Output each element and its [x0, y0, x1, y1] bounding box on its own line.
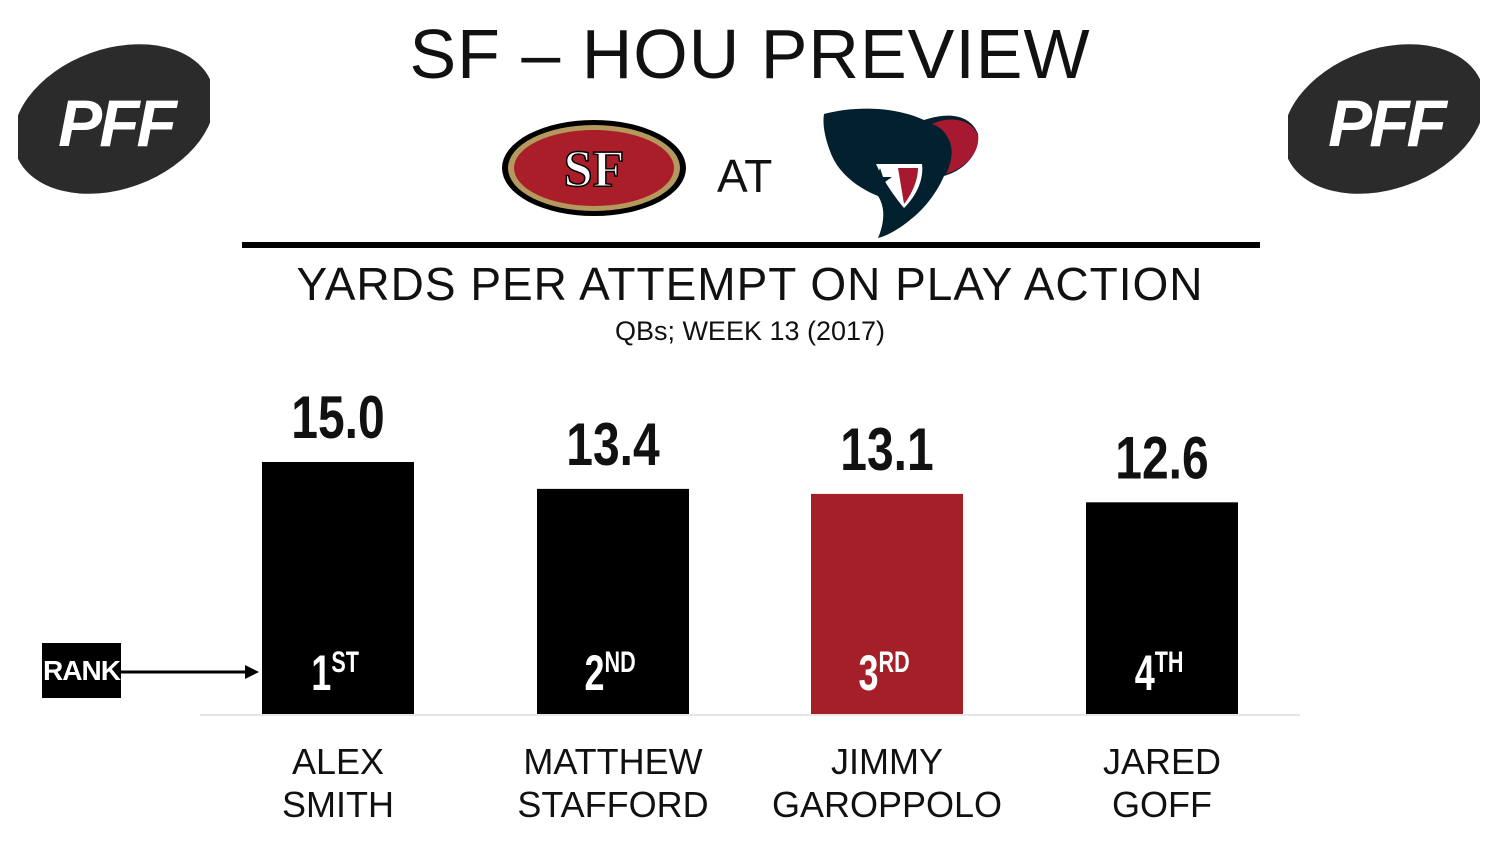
arrow-right-icon	[245, 665, 259, 679]
pff-logo-text: PFF	[1328, 86, 1448, 160]
data-label: 13.4	[566, 411, 659, 478]
page-title: SF – HOU PREVIEW	[409, 15, 1091, 93]
niners-logo-oval	[514, 130, 674, 206]
football-shape	[1288, 44, 1480, 194]
pff-logo-text: PFF	[58, 86, 178, 160]
data-label: 15.0	[291, 384, 384, 451]
x-tick-label: GOFF	[1112, 784, 1212, 825]
rank-suffix: TH	[1155, 644, 1184, 678]
bar	[537, 488, 689, 714]
x-tick-label: SMITH	[282, 784, 394, 825]
bar	[1086, 502, 1238, 714]
x-tick-label: JARED	[1103, 741, 1221, 782]
star-icon	[868, 168, 892, 191]
rank-suffix: ST	[331, 644, 359, 678]
pff-logo-left: PFF	[18, 44, 210, 194]
chart-title: YARDS PER ATTEMPT ON PLAY ACTION	[296, 258, 1204, 310]
header-divider	[242, 242, 1260, 248]
rank-label: RANK	[42, 643, 121, 698]
niners-logo: SF	[502, 120, 686, 216]
texans-logo-stripe	[898, 168, 918, 204]
rank-suffix: ND	[605, 644, 636, 678]
chart-subtitle: QBs; WEEK 13 (2017)	[614, 316, 886, 346]
texans-logo-horn	[932, 119, 979, 174]
at-label: AT	[717, 150, 773, 202]
bar	[811, 493, 963, 714]
texans-logo	[823, 108, 979, 238]
x-tick-label: JIMMY	[831, 741, 943, 782]
football-shape	[18, 44, 210, 194]
niners-logo-monogram: SF	[564, 141, 625, 198]
bar	[262, 462, 414, 714]
pff-logo-right: PFF	[1288, 44, 1480, 194]
rank-arrow	[121, 665, 259, 679]
data-label: 13.1	[840, 416, 933, 483]
data-label: 12.6	[1115, 424, 1208, 491]
x-tick-label: MATTHEW	[523, 741, 702, 782]
x-tick-label: GAROPPOLO	[772, 784, 1002, 825]
x-tick-label: ALEX	[292, 741, 384, 782]
rank-suffix: RD	[879, 644, 910, 678]
x-tick-label: STAFFORD	[517, 784, 708, 825]
